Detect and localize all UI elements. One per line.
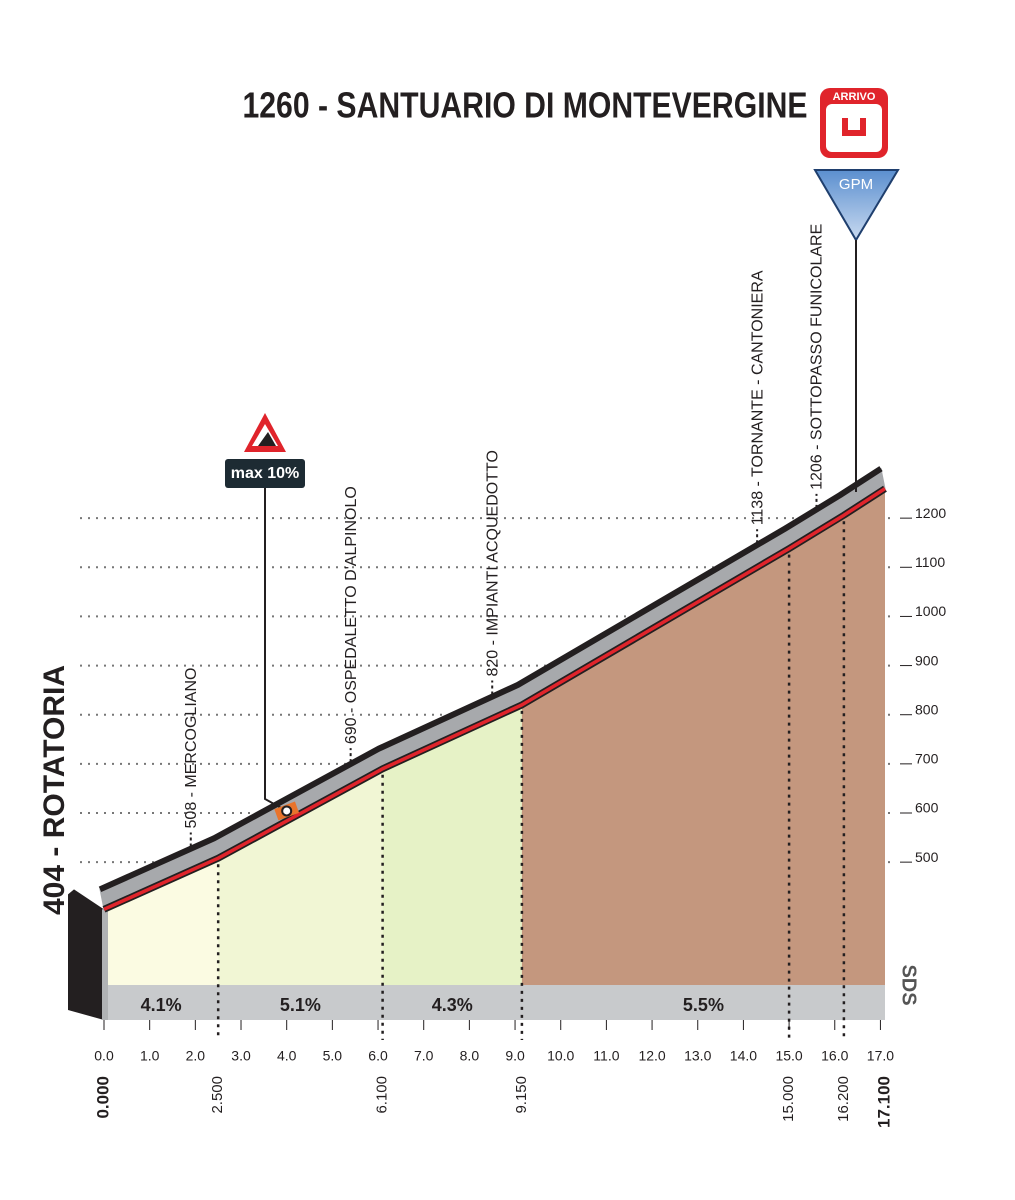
base-band bbox=[104, 985, 885, 1020]
profile-edge bbox=[98, 466, 883, 893]
x-tick-label: 6.0 bbox=[368, 1048, 388, 1064]
x-tick-label: 5.0 bbox=[323, 1048, 343, 1064]
x-tick-label: 2.0 bbox=[186, 1048, 206, 1064]
x-tick-label: 4.0 bbox=[277, 1048, 297, 1064]
brand: SDS bbox=[898, 964, 920, 1005]
max-label: max 10% bbox=[231, 465, 300, 482]
km-marker-label: 15.000 bbox=[780, 1076, 797, 1122]
x-tick-label: 9.0 bbox=[505, 1048, 525, 1064]
gpm-marker: GPM bbox=[813, 169, 900, 492]
y-tick-label: 500 bbox=[915, 849, 939, 865]
waypoint-label: 1138 - TORNANTE - CANTONIERA bbox=[749, 270, 766, 525]
top-layer: 500 600 700 800 900 1000 1100 1200 4.1% 5.1% 4.3% 5… bbox=[93, 224, 946, 1128]
max-box bbox=[225, 459, 305, 488]
y-tick-label: 700 bbox=[915, 751, 939, 767]
finish-badge: ARRIVO bbox=[820, 88, 888, 158]
y-tick-label: 600 bbox=[915, 800, 939, 816]
badge-icon bbox=[842, 118, 866, 136]
start-block bbox=[68, 889, 104, 1020]
gradient-label: 4.3% bbox=[432, 995, 473, 1015]
km-marker-label: 9.150 bbox=[513, 1076, 530, 1114]
waypoint-label: 508 - MERCOGLIANO bbox=[183, 668, 200, 829]
start-label: 404 - ROTATORIA bbox=[38, 665, 71, 915]
badge-inner bbox=[826, 104, 882, 152]
gradient-label: 5.1% bbox=[280, 995, 321, 1015]
waypoint-label: 690 - OSPEDALETTO D'ALPINOLO bbox=[343, 486, 360, 744]
x-tick-label: 17.0 bbox=[867, 1048, 894, 1064]
waypoint-label: 1206 - SOTTOPASSO FUNICOLARE bbox=[809, 224, 826, 490]
y-tick-label: 800 bbox=[915, 701, 939, 717]
max-point bbox=[281, 805, 293, 817]
badge-text: ARRIVO bbox=[833, 91, 876, 103]
y-tick-label: 1200 bbox=[915, 505, 946, 521]
km-marker-label: 16.200 bbox=[835, 1076, 852, 1122]
x-tick-label: 1.0 bbox=[140, 1048, 160, 1064]
km-marker-label: 6.100 bbox=[374, 1076, 391, 1114]
gradient-label: 4.1% bbox=[141, 995, 182, 1015]
x-tick-label: 14.0 bbox=[730, 1048, 757, 1064]
waypoint-label: 820 - IMPIANTI ACQUEDOTTO bbox=[484, 450, 501, 676]
x-tick-label: 0.0 bbox=[94, 1048, 114, 1064]
km-marker-label: 2.500 bbox=[209, 1076, 226, 1114]
x-tick-label: 13.0 bbox=[684, 1048, 711, 1064]
x-tick-label: 8.0 bbox=[460, 1048, 480, 1064]
max-leader bbox=[264, 488, 288, 812]
x-tick-label: 15.0 bbox=[775, 1048, 802, 1064]
y-tick-label: 1000 bbox=[915, 603, 946, 619]
chart-title: 1260 - SANTUARIO DI MONTEVERGINE bbox=[243, 85, 808, 126]
gpm-text: GPM bbox=[839, 176, 873, 193]
start-face bbox=[102, 909, 108, 1020]
x-tick-label: 3.0 bbox=[231, 1048, 251, 1064]
x-tick-label: 7.0 bbox=[414, 1048, 434, 1064]
x-tick-label: 16.0 bbox=[821, 1048, 848, 1064]
profile-line bbox=[103, 487, 886, 911]
y-tick-label: 900 bbox=[915, 652, 939, 668]
km-marker-label: 17.100 bbox=[874, 1076, 893, 1128]
km-marker-label: 0.000 bbox=[93, 1076, 112, 1119]
x-tick-label: 12.0 bbox=[638, 1048, 665, 1064]
max-icon-slope bbox=[258, 432, 276, 446]
gradient-label: 5.5% bbox=[683, 995, 724, 1015]
x-tick-label: 10.0 bbox=[547, 1048, 574, 1064]
y-tick-label: 1100 bbox=[915, 554, 945, 570]
gpm-triangle bbox=[813, 169, 900, 242]
grid-layer bbox=[80, 517, 912, 864]
x-tick-label: 11.0 bbox=[593, 1048, 619, 1064]
